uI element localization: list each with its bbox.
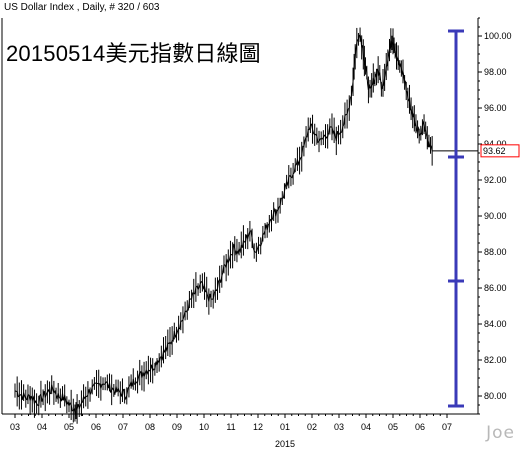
x-tick-label: 07: [118, 422, 128, 432]
x-tick-label: 06: [91, 422, 101, 432]
x-tick-label: 10: [199, 422, 209, 432]
y-tick-label: 82.00: [484, 355, 507, 365]
x-tick-label: 05: [64, 422, 74, 432]
y-tick-label: 94.00: [484, 139, 507, 149]
y-tick-label: 92.00: [484, 175, 507, 185]
y-tick-label: 86.00: [484, 283, 507, 293]
chart-headline: 20150514美元指數日線圖: [6, 41, 261, 66]
x-tick-label: 12: [253, 422, 263, 432]
x-tick-label: 09: [172, 422, 182, 432]
x-tick-label: 06: [415, 422, 425, 432]
x-tick-label: 02: [307, 422, 317, 432]
price-line: [14, 33, 433, 416]
y-tick-label: 98.00: [484, 67, 507, 77]
x-tick-label: 05: [388, 422, 398, 432]
y-tick-label: 96.00: [484, 103, 507, 113]
last-price-label: 93.62: [483, 146, 506, 156]
price-series: 93.62: [14, 27, 520, 424]
y-axis: 80.00 82.00 84.00 86.00 88.00 90.00 92.00 94.00…: [478, 17, 512, 415]
annotation: [448, 29, 464, 408]
x-tick-label: 07: [442, 422, 452, 432]
x-tick-label: 03: [10, 422, 20, 432]
last-price-box: [480, 144, 520, 158]
x-year-label: 2015: [275, 439, 295, 449]
price-bars: [14, 27, 433, 424]
chart-header: US Dollar Index , Daily, # 320 / 603: [4, 2, 160, 13]
x-tick-label: 11: [226, 422, 235, 432]
y-tick-label: 100.00: [484, 31, 512, 41]
x-tick-label: 04: [361, 422, 371, 432]
y-tick-label: 88.00: [484, 247, 507, 257]
x-axis: 03 04 05 06 07 08 09 10 11 12 01 02 03 04 05 06 07 2015: [10, 414, 452, 449]
plot-frame: [1, 18, 479, 415]
y-tick-label: 80.00: [484, 391, 507, 401]
y-tick-label: 84.00: [484, 319, 507, 329]
watermark: Joe: [486, 423, 515, 443]
y-tick-label: 90.00: [484, 211, 507, 221]
x-tick-label: 03: [334, 422, 344, 432]
x-tick-label: 08: [145, 422, 155, 432]
x-tick-label: 01: [280, 422, 290, 432]
x-tick-label: 04: [37, 422, 47, 432]
